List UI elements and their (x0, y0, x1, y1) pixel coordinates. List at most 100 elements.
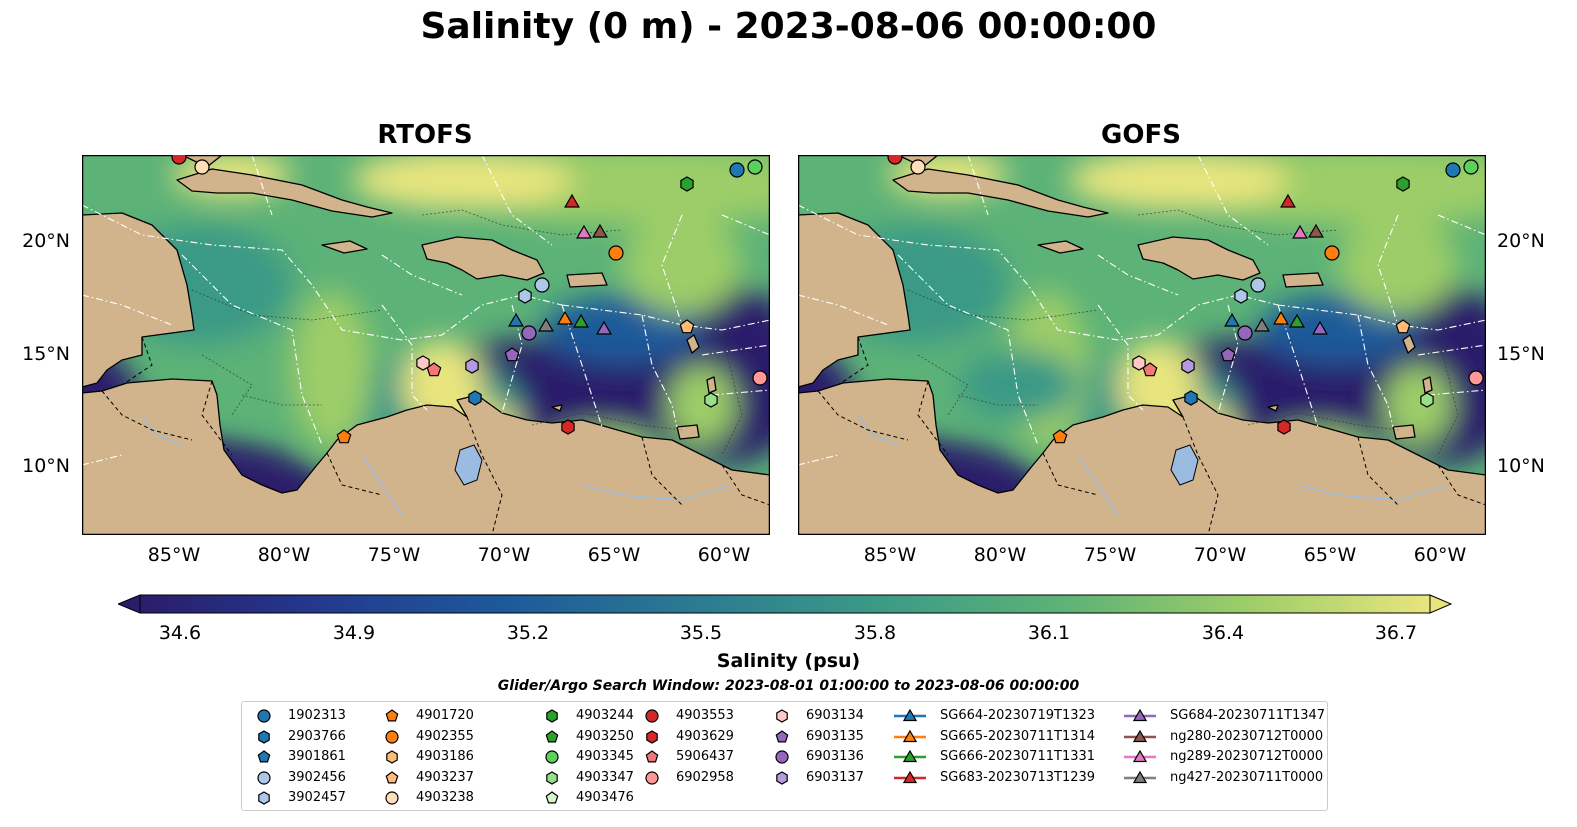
legend-label: 4903244 (576, 708, 634, 723)
float-3902457-marker (1234, 288, 1248, 304)
float-6902958-marker (1468, 370, 1484, 386)
float-4903553-marker (171, 155, 187, 165)
legend-4903553-marker (645, 709, 659, 723)
hexagon-icon (776, 770, 788, 785)
glider-ng280-marker (592, 223, 608, 238)
glider-ng427-marker (1254, 317, 1270, 332)
float-4903244-marker (1396, 176, 1410, 192)
legend-4903476-marker (545, 791, 559, 804)
lat-tick-10n-left: 10°N (22, 455, 70, 477)
legend-ng280-20230712T0000-marker (1132, 729, 1148, 742)
bathymetry-contours (191, 209, 743, 456)
pentagon-icon (385, 770, 399, 783)
legend-3902456-marker (257, 770, 271, 785)
float-1902313-marker (1445, 162, 1461, 178)
legend-4903345-marker (545, 750, 559, 764)
pentagon-icon (385, 709, 399, 722)
legend-label: 6903134 (806, 708, 864, 723)
triangle-icon (1124, 749, 1156, 763)
colorbar-tick: 35.5 (679, 622, 723, 644)
legend-label: 6903136 (806, 749, 864, 764)
legend-4903347-marker (546, 770, 558, 785)
panel-title-gofs: GOFS (1101, 120, 1181, 150)
country-borders (101, 336, 770, 535)
lat-tick-20n-left: 20°N (22, 230, 70, 252)
lon-tick-85w-rtofs: 85°W (147, 544, 201, 566)
legend-4903244-marker (546, 709, 558, 723)
glider-SG664-marker (508, 312, 524, 327)
map-panel-gofs (798, 155, 1486, 535)
legend-2903766-marker (258, 729, 270, 744)
legend-label: 4903629 (676, 728, 734, 744)
float-6903137-marker (465, 358, 479, 374)
observation-markers (887, 155, 1484, 444)
colorbar-extend-min (118, 594, 141, 614)
legend-SG665-20230711T1314-marker (902, 729, 918, 742)
hexagon-icon (258, 729, 270, 744)
legend-label: 4903250 (576, 728, 634, 744)
legend-label: ng280-20230712T0000 (1170, 728, 1324, 744)
glider-ng427-marker (538, 317, 554, 332)
float-6903135-marker (1220, 347, 1236, 362)
triangle-icon (894, 729, 926, 742)
colorbar-label: Salinity (psu) (716, 650, 861, 672)
eez-boundaries (798, 155, 1486, 466)
lon-tick-80w-gofs: 80°W (973, 544, 1027, 566)
hexagon-icon (546, 770, 558, 785)
legend-label: SG684-20230711T1347 (1170, 708, 1326, 723)
legend-SG684-20230711T1347-marker (1132, 708, 1148, 722)
colorbar-extend-max (1429, 594, 1452, 614)
float-4903345-marker (747, 159, 763, 175)
glider-SG665-marker (557, 310, 573, 325)
lon-tick-70w-gofs: 70°W (1193, 544, 1247, 566)
glider-SG683-marker (1280, 193, 1296, 208)
float-2903766-marker (468, 390, 482, 406)
float-1902313-marker (729, 162, 745, 178)
float-4903553-marker (887, 155, 903, 165)
legend-4903629-marker (646, 729, 658, 744)
glider-ng289-marker (1292, 224, 1308, 239)
landmasses (798, 155, 1486, 535)
legend-label: 6902958 (676, 769, 734, 785)
map-panel-rtofs (82, 155, 770, 535)
legend-label: 4903186 (416, 749, 474, 764)
legend-3902457-marker (258, 791, 270, 805)
colorbar-tick: 36.4 (1201, 622, 1245, 644)
legend-4901720-marker (385, 709, 399, 722)
float-3902457-marker (518, 288, 532, 304)
legend-label: SG665-20230711T1314 (940, 728, 1096, 744)
lat-tick-15n-right: 15°N (1497, 343, 1545, 365)
colorbar-tick: 34.6 (158, 622, 202, 644)
legend-label: 6903135 (806, 728, 864, 744)
legend-SG683-20230713T1239-marker (902, 770, 918, 783)
colorbar-tick: 36.7 (1374, 622, 1418, 644)
glider-SG665-marker (1273, 310, 1289, 325)
float-4903347-marker (1420, 392, 1434, 408)
legend-6903134-marker (776, 709, 788, 723)
legend-ng289-20230712T0000-marker (1132, 749, 1148, 763)
float-6902958-marker (752, 370, 768, 386)
float-5906437-marker (426, 362, 442, 377)
triangle-icon (1124, 708, 1156, 722)
legend-label: 3902456 (288, 769, 346, 785)
legend-4903186-marker (386, 750, 398, 764)
legend-SG664-20230719T1323-marker (902, 708, 918, 722)
legend-label: 3902457 (288, 790, 346, 805)
float-4903237-marker (679, 319, 695, 334)
circle-icon (545, 750, 559, 764)
float-4903238-marker (910, 159, 926, 175)
legend-label: 2903766 (288, 728, 346, 744)
float-2903766-marker (1184, 390, 1198, 406)
legend-label: 3901861 (288, 749, 346, 764)
float-6903136-marker (1237, 325, 1253, 341)
glider-SG666-marker (1289, 313, 1305, 328)
legend-6903136-marker (775, 750, 789, 764)
lat-tick-10n-right: 10°N (1497, 455, 1545, 477)
float-4903629-marker (561, 419, 575, 435)
glider-SG684-marker (1312, 320, 1328, 335)
float-3902456-marker (534, 277, 550, 293)
lat-tick-20n-right: 20°N (1497, 230, 1545, 252)
float-4903347-marker (704, 392, 718, 408)
float-4903238-marker (194, 159, 210, 175)
glider-SG683-marker (564, 193, 580, 208)
